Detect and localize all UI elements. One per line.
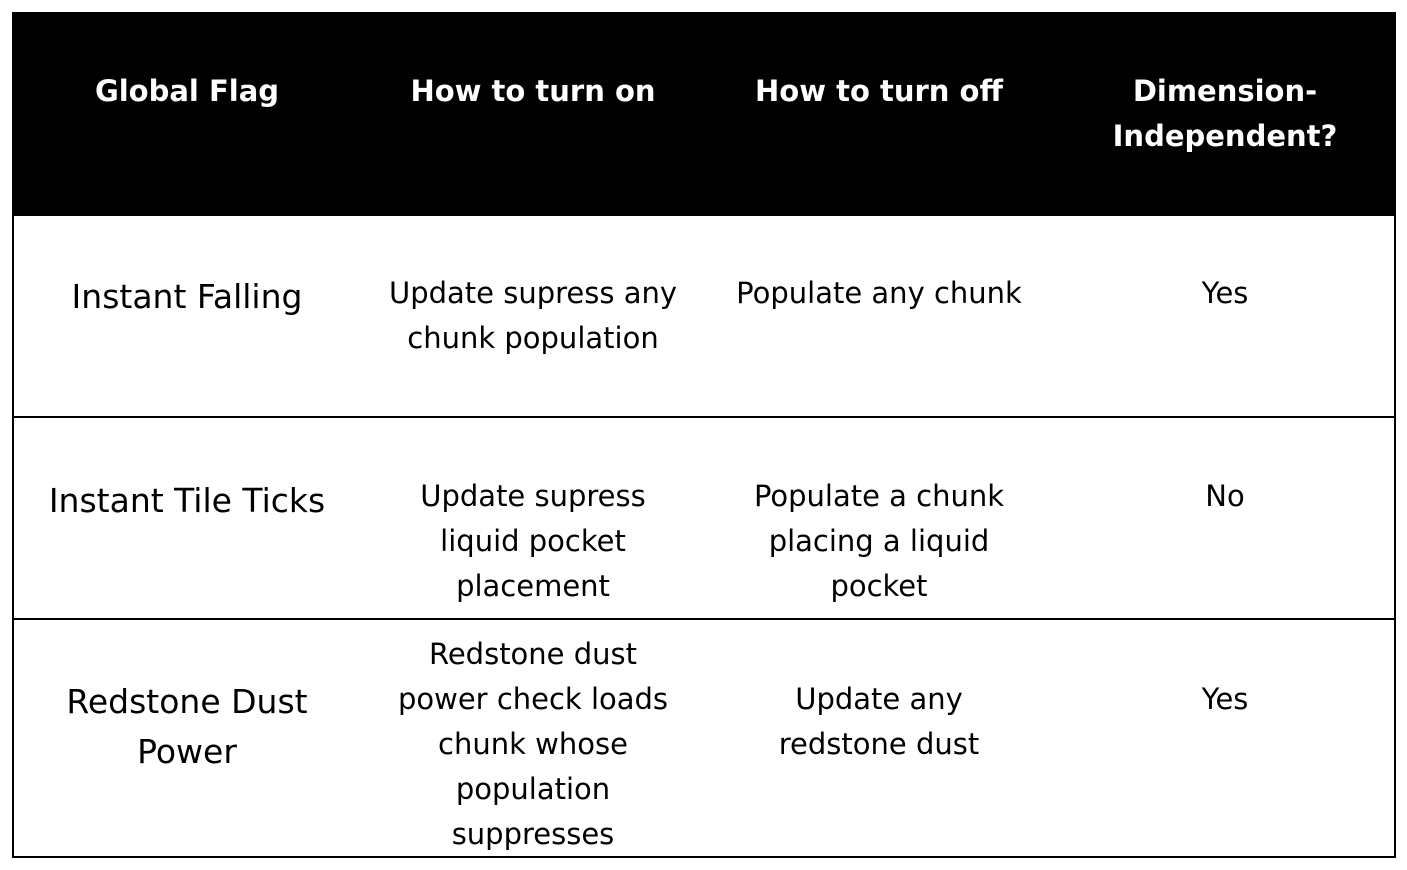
turn-on-cell: Redstone dust power check loads chunk wh… xyxy=(397,637,669,851)
dimension-independent-cell: Yes xyxy=(1201,276,1249,310)
turn-on-cell: Update supress liquid pocket placement xyxy=(420,479,646,603)
flag-name-cell: Instant Tile Ticks xyxy=(48,481,326,520)
dimension-independent-cell: Yes xyxy=(1201,682,1249,716)
table-row: Redstone Dust Power Redstone dust power … xyxy=(14,618,1394,858)
turn-on-cell: Update supress any chunk population xyxy=(388,276,678,355)
turn-off-cell: Populate any chunk xyxy=(736,276,1022,310)
turn-off-cell: Populate a chunk placing a liquid pocket xyxy=(753,479,1005,603)
table-row: Instant Falling Update supress any chunk… xyxy=(14,216,1394,418)
table-header-row: Global Flag How to turn on How to turn o… xyxy=(14,14,1394,216)
header-how-to-turn-on: How to turn on xyxy=(410,74,656,108)
global-flags-table: Global Flag How to turn on How to turn o… xyxy=(12,12,1396,858)
header-dimension-independent: Dimension- Independent? xyxy=(1112,74,1338,153)
flag-name-cell: Instant Falling xyxy=(71,277,303,316)
header-how-to-turn-off: How to turn off xyxy=(755,74,1003,108)
flag-name-cell: Redstone Dust Power xyxy=(66,682,308,771)
turn-off-cell: Update any redstone dust xyxy=(778,682,980,761)
header-global-flag: Global Flag xyxy=(94,74,280,108)
dimension-independent-cell: No xyxy=(1205,479,1245,513)
table-row: Instant Tile Ticks Update supress liquid… xyxy=(14,416,1394,619)
